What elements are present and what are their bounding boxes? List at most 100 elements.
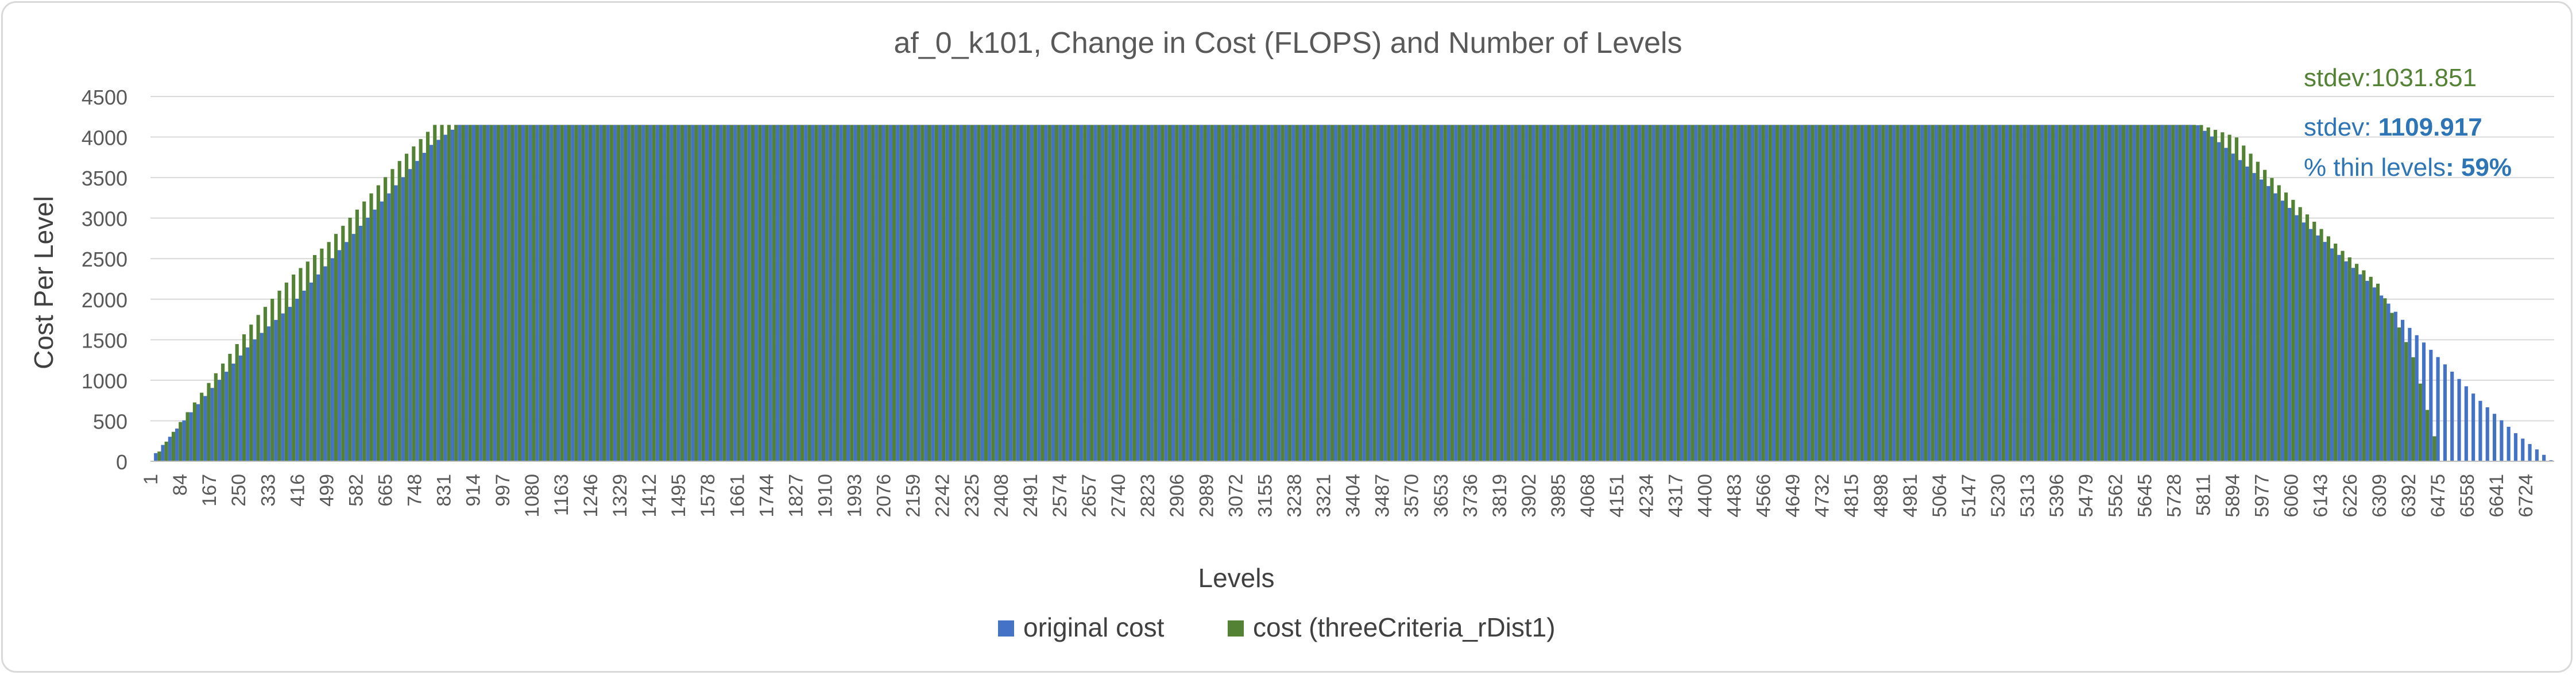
x-tick-label: 4234	[1635, 474, 1657, 518]
bar	[2305, 214, 2310, 461]
bar	[2182, 125, 2186, 461]
bar	[2055, 125, 2059, 461]
bar	[694, 125, 698, 461]
bar	[1719, 125, 1723, 461]
bar	[2380, 295, 2384, 461]
x-tick-label: 1578	[697, 474, 719, 518]
bar	[390, 169, 394, 461]
bar	[1355, 125, 1359, 461]
bar	[2372, 287, 2376, 461]
blue-stdev-label: stdev:	[2304, 113, 2378, 141]
bar	[1252, 125, 1256, 461]
bar	[1920, 125, 1924, 461]
bar	[200, 392, 204, 461]
x-tick-label: 1246	[580, 474, 602, 518]
bar	[1185, 125, 1189, 461]
bar	[267, 326, 271, 461]
bar	[2256, 161, 2260, 461]
x-tick-label: 2242	[932, 474, 954, 518]
bar	[1221, 125, 1225, 461]
bar	[1486, 125, 1490, 461]
x-tick-label: 1329	[609, 474, 631, 518]
bar	[2107, 125, 2111, 461]
bars	[150, 125, 2554, 462]
bar	[2316, 235, 2320, 461]
x-tick-label: 167	[199, 474, 221, 507]
bar	[1758, 125, 1762, 461]
bar	[1885, 125, 1889, 461]
x-tick-label: 4981	[1900, 474, 1921, 518]
bar	[1026, 125, 1030, 461]
bar	[415, 161, 419, 461]
bar	[609, 125, 613, 461]
bar	[2429, 349, 2433, 461]
bar	[825, 125, 829, 461]
bar	[2072, 125, 2076, 461]
bar	[638, 125, 642, 461]
bar	[627, 125, 631, 461]
bar	[2238, 160, 2242, 461]
bar	[1210, 125, 1214, 461]
y-tick-label: 0	[116, 450, 127, 474]
bar	[1302, 125, 1306, 461]
bar	[2334, 244, 2338, 461]
bar	[1651, 125, 1656, 461]
bar	[1503, 125, 1507, 461]
bar	[1108, 125, 1112, 461]
bar	[1492, 125, 1497, 461]
x-tick-label: 4898	[1870, 474, 1892, 518]
bar	[871, 125, 875, 461]
bar	[1691, 125, 1695, 461]
bar	[2009, 125, 2013, 461]
bar	[917, 125, 921, 461]
bar	[1860, 125, 1864, 461]
bar	[1267, 125, 1271, 461]
bar	[1616, 125, 1620, 461]
bar	[225, 372, 229, 461]
bar	[1037, 125, 1041, 461]
bar	[1867, 125, 1871, 461]
bar	[2075, 125, 2080, 461]
bar	[666, 125, 670, 461]
bar	[1334, 125, 1338, 461]
bar	[1842, 125, 1847, 461]
bar	[1574, 125, 1578, 461]
bar	[1648, 125, 1652, 461]
bar	[1789, 125, 1793, 461]
bar	[1715, 125, 1719, 461]
bar	[563, 125, 567, 461]
bar	[1704, 125, 1709, 461]
bar	[2400, 319, 2405, 461]
y-tick-label: 1000	[82, 369, 127, 393]
bar	[394, 185, 398, 461]
y-tick-label: 2500	[82, 248, 127, 271]
bar	[443, 134, 447, 462]
bar	[2277, 185, 2281, 461]
bar	[1288, 125, 1292, 461]
bar	[362, 201, 366, 461]
bar	[1383, 125, 1387, 461]
bar	[2383, 298, 2387, 461]
bar	[864, 125, 868, 461]
bar	[560, 125, 564, 461]
bar	[1125, 125, 1130, 461]
y-tick-labels: 0 500 1000 1500 2000 2500 3000 3500 4000 4500	[82, 86, 127, 474]
bar	[274, 319, 278, 461]
x-tick-label: 333	[257, 474, 279, 507]
bar	[521, 125, 525, 461]
bar	[878, 125, 882, 461]
bar	[1945, 125, 1949, 461]
bar	[1673, 125, 1677, 461]
bar	[1171, 125, 1175, 461]
bar	[913, 125, 918, 461]
bar	[376, 185, 380, 461]
bar	[1835, 125, 1839, 461]
bar	[221, 363, 225, 461]
bar	[465, 125, 469, 461]
bar	[2362, 270, 2366, 461]
bar	[2280, 200, 2284, 461]
bar	[2037, 125, 2041, 461]
bar	[1012, 125, 1016, 461]
bar	[1772, 125, 1776, 461]
x-tick-label: 1080	[521, 474, 543, 518]
